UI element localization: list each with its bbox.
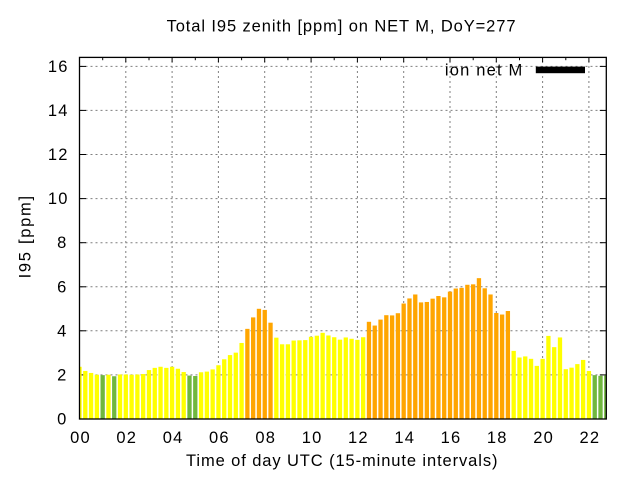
svg-text:22: 22 — [580, 429, 601, 447]
svg-text:12: 12 — [48, 146, 69, 164]
svg-text:00: 00 — [70, 429, 91, 447]
svg-text:10: 10 — [48, 190, 69, 208]
svg-text:14: 14 — [394, 429, 415, 447]
svg-text:Time of day UTC (15-minute int: Time of day UTC (15-minute intervals) — [186, 452, 498, 470]
svg-text:12: 12 — [348, 429, 369, 447]
svg-text:2: 2 — [57, 366, 66, 384]
svg-text:4: 4 — [57, 322, 66, 340]
svg-text:02: 02 — [116, 429, 137, 447]
svg-text:18: 18 — [487, 429, 508, 447]
svg-text:04: 04 — [163, 429, 184, 447]
svg-text:16: 16 — [48, 58, 69, 76]
svg-text:10: 10 — [302, 429, 323, 447]
svg-text:06: 06 — [209, 429, 230, 447]
svg-text:0: 0 — [57, 411, 66, 429]
svg-text:16: 16 — [441, 429, 462, 447]
svg-text:I95 [ppm]: I95 [ppm] — [16, 194, 34, 278]
svg-text:Total I95 zenith [ppm] on NET: Total I95 zenith [ppm] on NET M, DoY=277 — [167, 17, 517, 35]
svg-text:14: 14 — [48, 102, 69, 120]
svg-text:08: 08 — [255, 429, 276, 447]
svg-text:6: 6 — [57, 278, 66, 296]
svg-text:ion net M: ion net M — [445, 62, 524, 80]
svg-text:8: 8 — [57, 234, 66, 252]
svg-text:20: 20 — [533, 429, 554, 447]
